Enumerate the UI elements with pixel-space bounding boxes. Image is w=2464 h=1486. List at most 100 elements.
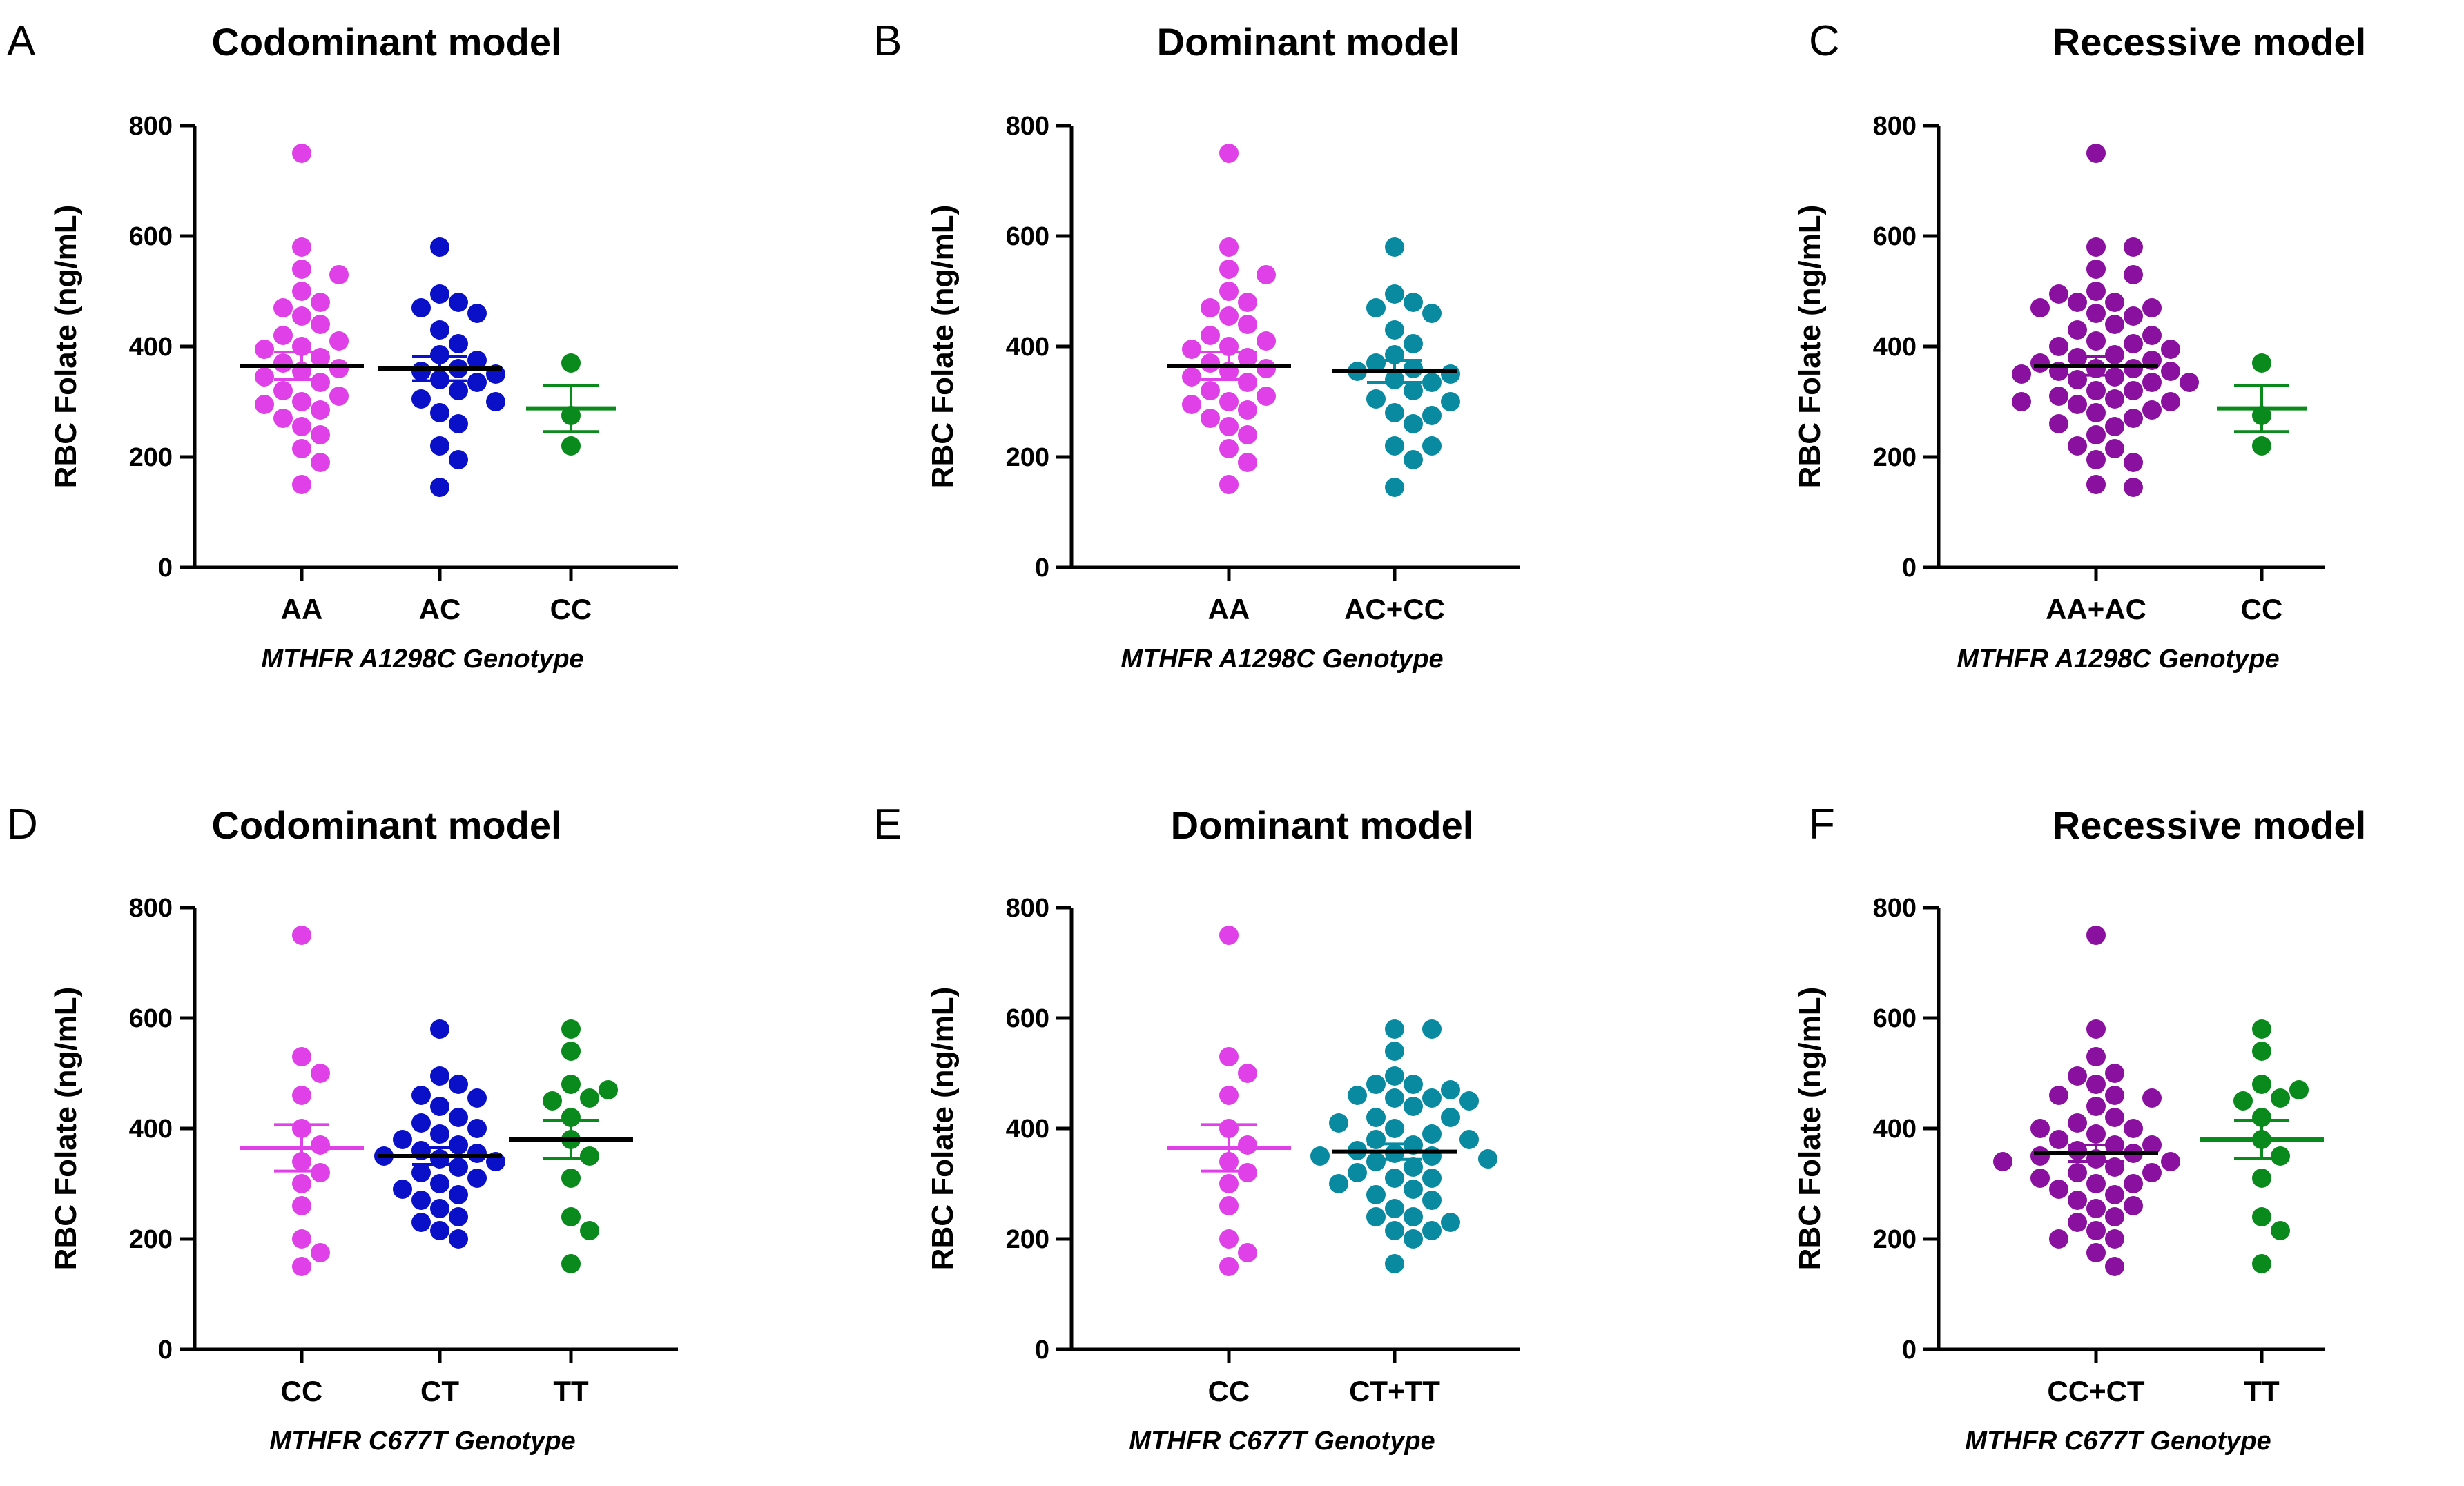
data-point [2252, 1042, 2271, 1061]
data-point [1422, 1169, 1442, 1188]
data-point [2068, 370, 2087, 389]
data-point [2161, 392, 2180, 411]
panel-letter: A [7, 17, 36, 65]
data-point [2161, 1152, 2180, 1171]
data-point [1404, 414, 1423, 433]
data-point [430, 320, 449, 340]
data-point [411, 1213, 431, 1232]
data-point [2105, 315, 2124, 334]
data-point [1348, 1086, 1367, 1105]
x-axis-label: MTHFR C677T Genotype [269, 1427, 575, 1456]
data-point [1182, 395, 1201, 414]
data-point [2105, 1185, 2124, 1204]
data-point [2068, 320, 2087, 340]
data-point [292, 1174, 311, 1193]
data-point [2086, 475, 2106, 494]
data-point [1219, 306, 1239, 326]
data-point [430, 478, 449, 497]
data-point [2030, 1146, 2050, 1166]
data-point [2124, 334, 2143, 353]
data-point [449, 1207, 468, 1226]
y-tick-label: 400 [129, 333, 173, 362]
data-point [292, 1047, 311, 1066]
data-point [430, 1221, 449, 1240]
data-point [1219, 392, 1239, 411]
data-point [2271, 1088, 2290, 1108]
data-point [2124, 478, 2143, 497]
data-point [2271, 1221, 2290, 1240]
panel-title: Recessive model [2053, 803, 2366, 847]
data-point [1201, 409, 1220, 428]
panel-e: E Dominant model 0 200 400 600 800 RBC Folate (… [873, 801, 1520, 1456]
data-point [561, 1075, 581, 1094]
data-point [1366, 298, 1386, 317]
x-axis-label: MTHFR C677T Genotype [1965, 1427, 2271, 1456]
data-point [1441, 1213, 1460, 1232]
data-point [1385, 1221, 1404, 1240]
data-point [2105, 1229, 2124, 1249]
data-point [561, 436, 581, 456]
data-point [1385, 1119, 1404, 1138]
data-point [1201, 353, 1220, 373]
data-point [430, 1097, 449, 1116]
data-point [2086, 1221, 2106, 1240]
data-point [2252, 1075, 2271, 1094]
data-point [1366, 353, 1386, 373]
x-tick-label: CC [281, 1375, 323, 1407]
panel-letter: D [7, 801, 38, 848]
data-point [2124, 1196, 2143, 1215]
data-point [2142, 298, 2162, 317]
data-point [430, 1124, 449, 1144]
data-point [430, 237, 449, 257]
data-point [1329, 1174, 1348, 1193]
panel-title: Dominant model [1171, 803, 1474, 847]
data-point [1238, 315, 1257, 334]
x-axis-label: MTHFR A1298C Genotype [1121, 645, 1443, 674]
data-point [580, 1088, 599, 1108]
data-point [411, 1163, 431, 1182]
data-point [1219, 926, 1239, 945]
data-point [2105, 293, 2124, 312]
data-point [292, 237, 311, 257]
data-point [1422, 304, 1442, 323]
data-point [411, 1086, 431, 1105]
data-point [1238, 400, 1257, 420]
data-point [2105, 345, 2124, 364]
data-point [561, 1254, 581, 1273]
y-tick-label: 600 [129, 1004, 173, 1033]
data-point [2142, 1135, 2162, 1155]
data-point [1238, 425, 1257, 444]
y-tick-label: 600 [1006, 1004, 1049, 1033]
data-point [561, 1042, 581, 1061]
y-tick-label: 200 [1873, 1225, 1917, 1254]
y-tick-label: 800 [129, 112, 173, 141]
data-point [2049, 1180, 2068, 1199]
data-point [2068, 436, 2087, 456]
data-point [1385, 1042, 1404, 1061]
y-tick-label: 600 [1873, 222, 1917, 251]
data-point [2012, 364, 2031, 384]
data-point [2012, 392, 2031, 411]
data-point [1385, 403, 1404, 422]
data-point [1422, 1088, 1442, 1108]
data-point [1310, 1146, 1330, 1166]
y-tick-label: 800 [1006, 894, 1049, 923]
data-point [1366, 1185, 1386, 1204]
data-point [2142, 1163, 2162, 1182]
y-tick-label: 600 [1873, 1004, 1917, 1033]
data-point [430, 284, 449, 304]
y-tick-label: 800 [1873, 112, 1917, 141]
data-point [2124, 237, 2143, 257]
data-point [2086, 1019, 2106, 1039]
data-point [1404, 381, 1423, 400]
data-point [292, 1229, 311, 1249]
data-point [329, 387, 349, 406]
x-axis-label: MTHFR A1298C Genotype [1957, 645, 2279, 674]
data-point [449, 414, 468, 433]
data-point [1238, 1064, 1257, 1083]
data-point [2105, 1108, 2124, 1127]
data-point [1404, 334, 1423, 353]
data-point [2086, 237, 2106, 257]
data-point [2086, 304, 2106, 323]
data-point [1404, 1180, 1423, 1199]
